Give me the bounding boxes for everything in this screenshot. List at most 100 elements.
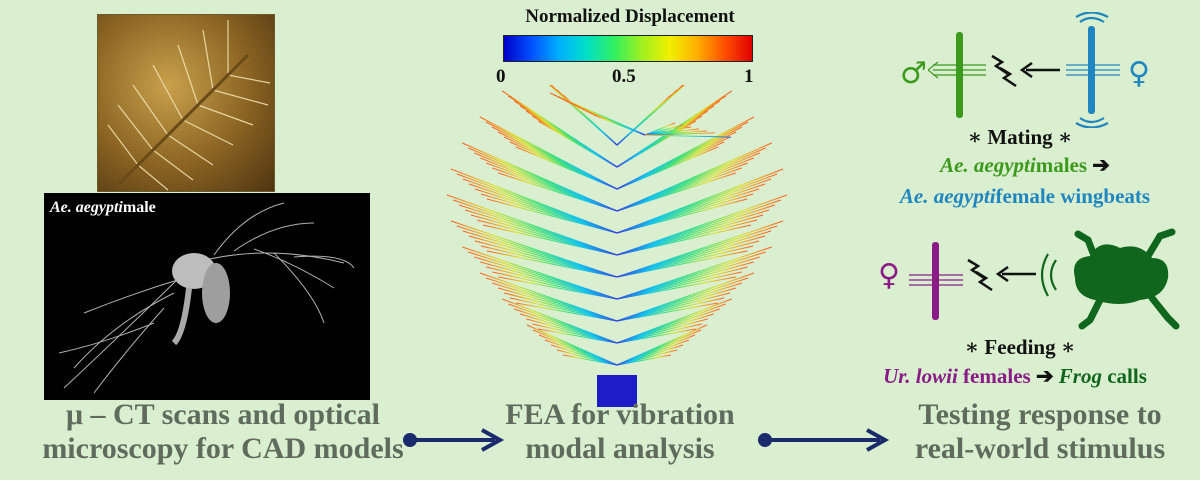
antenna-hair-6	[562, 354, 618, 366]
mating-line1-rest: males	[1035, 153, 1088, 177]
antenna-tip-hair-r-0	[644, 122, 676, 136]
antenna-hair-11	[616, 344, 684, 366]
antenna-hair-67	[616, 240, 760, 278]
antenna-hair-25	[616, 318, 708, 344]
antenna-hair-5	[556, 349, 618, 366]
antenna-hair-66	[616, 235, 766, 278]
feeding-line-target: Frog	[1058, 364, 1102, 388]
antenna-hair-19	[532, 323, 618, 344]
fea-antenna-model	[446, 85, 788, 407]
antenna-photo-drawing	[107, 20, 271, 191]
ct-label-species: Ae. aegypti	[50, 199, 123, 216]
antenna-hair-142	[549, 85, 618, 146]
antenna-hair-12	[616, 349, 678, 366]
feeding-line-species: Ur. lowii	[883, 364, 958, 388]
antenna-hair-18	[526, 318, 618, 344]
antenna-hair-13	[616, 354, 672, 366]
colorbar-title: Normalized Displacement	[525, 6, 735, 27]
left-caption: μ – CT scans and optical microscopy for …	[8, 398, 438, 466]
antenna-hair-104	[498, 172, 618, 212]
sound-waves-icon	[1040, 253, 1057, 297]
antenna-hair-89	[480, 193, 618, 234]
vibration-zigzag-icon	[991, 54, 1017, 88]
antenna-hair-41	[616, 302, 719, 322]
colorbar-mid-label: 0.5	[612, 66, 636, 87]
antenna-hair-45	[480, 261, 618, 300]
female-mosquito-purple-icon	[909, 242, 963, 320]
flow-arrow-2	[758, 428, 890, 452]
antenna-hair-32	[503, 292, 618, 322]
mating-line1: Ae. aegyptimales ➔	[880, 153, 1170, 178]
antenna-hair-55	[616, 276, 736, 300]
feeding-line-rest: females	[963, 364, 1031, 388]
mating-title: ∗ Mating ∗	[967, 125, 1073, 149]
antenna-hair-52	[616, 261, 754, 300]
antenna-hair-61	[480, 245, 618, 278]
antenna-tip-hair-11	[593, 114, 646, 136]
male-symbol: ♂	[900, 56, 927, 91]
ct-scan-label: Ae. aegyptimale	[50, 199, 156, 217]
antenna-hair-54	[616, 271, 742, 300]
antenna-tip-hair-r-1	[644, 124, 684, 136]
antenna-hair-34	[515, 302, 618, 322]
antenna-hair-60	[474, 240, 618, 278]
female-symbol-feeding: ♀	[878, 258, 900, 293]
antenna-hair-96	[616, 193, 754, 234]
antenna-hair-47	[492, 271, 618, 300]
ct-mosquito-drawing	[58, 202, 355, 394]
mating-arrow-icon	[1019, 61, 1060, 79]
antenna-hair-53	[616, 266, 748, 300]
antenna-hair-68	[616, 245, 754, 278]
feeding-line-tail: calls	[1107, 364, 1147, 388]
antenna-hair-33	[509, 297, 618, 322]
antenna-hair-62	[486, 250, 618, 278]
mating-line1-species: Ae. aegypti	[940, 153, 1036, 177]
feeding-arrow-icon	[995, 265, 1036, 283]
antenna-hair-26	[616, 323, 702, 344]
center-caption-line2: modal analysis	[525, 432, 715, 465]
colorbar-min-label: 0	[496, 66, 506, 87]
antenna-hair-38	[616, 287, 737, 322]
antenna-hair-76	[482, 224, 618, 256]
antenna-hair-59	[468, 235, 618, 278]
antenna-hair-81	[616, 214, 764, 256]
female-mosquito-wingbeat-icon	[1066, 12, 1120, 128]
feeding-line-arrow: ➔	[1035, 364, 1054, 388]
antenna-hair-75	[476, 219, 618, 256]
flow-arrow-1	[403, 428, 505, 452]
feeding-line: Ur. lowii females ➔ Frog calls	[830, 364, 1200, 389]
antenna-hair-82	[616, 219, 758, 256]
colorbar-max-label: 1	[744, 66, 754, 87]
antenna-hair-132	[538, 120, 618, 168]
right-caption-line1: Testing response to	[918, 398, 1162, 431]
antenna-hair-4	[550, 344, 618, 366]
female-symbol-mating: ♀	[1128, 56, 1150, 91]
right-caption-line2: real-world stimulus	[914, 432, 1166, 465]
vibration-zigzag-icon-2	[967, 258, 993, 292]
male-mosquito-icon	[928, 32, 986, 118]
antenna-hair-69	[616, 250, 748, 278]
antenna-hair-39	[616, 292, 731, 322]
antenna-tip-hair-r-7	[644, 134, 732, 138]
antenna-hair-31	[497, 287, 618, 322]
antenna-hair-118	[515, 146, 618, 190]
center-caption: FEA for vibration modal analysis	[470, 398, 770, 466]
mating-line2: Ae. aegyptifemale wingbeats	[860, 184, 1190, 209]
colorbar	[503, 35, 753, 62]
antenna-hair-27	[616, 328, 696, 344]
left-caption-line1: μ – CT scans and optical	[65, 398, 381, 431]
antenna-hair-74	[470, 214, 618, 256]
antenna-base-block	[597, 375, 637, 407]
center-caption-line1: FEA for vibration	[505, 398, 735, 431]
optical-microscopy-photo	[97, 14, 275, 192]
antenna-hair-141	[548, 85, 618, 146]
antenna-hair-153	[616, 94, 672, 146]
antenna-hair-111	[616, 172, 736, 212]
mating-line2-rest: female wingbeats	[995, 184, 1151, 208]
mating-line2-species: Ae. aegypti	[899, 184, 996, 208]
left-caption-line2: microscopy for CAD models	[42, 432, 404, 465]
feeding-title: ∗ Feeding ∗	[964, 335, 1076, 359]
frog-icon	[1074, 228, 1180, 330]
antenna-hair-125	[616, 146, 719, 190]
